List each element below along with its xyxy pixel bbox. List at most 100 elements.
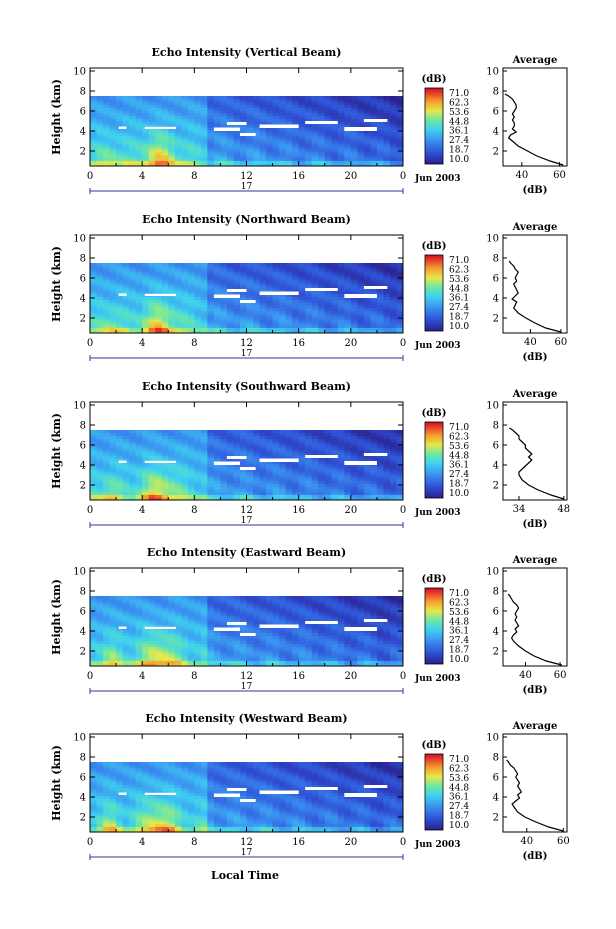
heatmap-cell xyxy=(148,444,156,448)
heatmap-cell xyxy=(389,285,397,289)
heatmap-cell xyxy=(253,107,261,111)
heatmap-cell xyxy=(318,497,326,501)
heatmap-cell xyxy=(259,663,267,667)
heatmap-cell xyxy=(279,663,287,667)
heatmap-cell xyxy=(155,635,163,639)
heatmap-cell xyxy=(370,491,378,495)
heatmap-cell xyxy=(135,140,143,145)
heatmap-cell xyxy=(389,160,397,164)
heatmap-cell xyxy=(337,472,345,476)
heatmap-cell xyxy=(285,621,293,625)
heatmap-cell xyxy=(207,654,215,659)
y-tick-label: 6 xyxy=(80,107,86,118)
heatmap-cell xyxy=(363,494,371,498)
heatmap-cell xyxy=(187,143,195,147)
heatmap-cell xyxy=(129,601,137,605)
heatmap-cell xyxy=(246,138,254,142)
heatmap-cell xyxy=(324,654,332,659)
heatmap-cell xyxy=(135,296,143,300)
heatmap-cell xyxy=(350,621,358,625)
heatmap-cell xyxy=(135,480,143,484)
heatmap-cell xyxy=(324,138,332,142)
heatmap-cell xyxy=(292,321,300,326)
heatmap-cell xyxy=(285,305,293,309)
heatmap-cell xyxy=(337,288,345,292)
x-tick-label: 0 xyxy=(400,338,406,349)
heatmap-cell xyxy=(168,474,176,479)
heatmap-cell xyxy=(311,435,319,439)
heatmap-cell xyxy=(90,455,98,459)
heatmap-cell xyxy=(148,463,156,467)
heatmap-cell xyxy=(376,288,384,292)
heatmap-cell xyxy=(311,657,319,661)
heatmap-cell xyxy=(161,632,169,636)
heatmap-cell xyxy=(370,458,378,462)
heatmap-cell xyxy=(253,324,261,328)
heatmap-cell xyxy=(187,449,195,453)
heatmap-cell xyxy=(116,660,124,664)
heatmap-cell xyxy=(207,327,215,331)
heatmap-cell xyxy=(129,129,137,133)
heatmap-cell xyxy=(292,612,300,617)
heatmap-cell xyxy=(220,285,228,289)
heatmap-cell xyxy=(116,446,124,451)
heatmap-cell xyxy=(168,629,176,633)
heatmap-cell xyxy=(357,263,365,267)
heatmap-cell xyxy=(226,449,234,453)
heatmap-cell xyxy=(109,115,117,119)
heatmap-cell xyxy=(103,302,111,306)
heatmap-cell xyxy=(292,132,300,136)
heatmap-cell xyxy=(181,299,189,303)
heatmap-cell xyxy=(246,129,254,133)
heatmap-cell xyxy=(363,615,371,619)
heatmap-cell xyxy=(253,486,261,490)
heatmap-cell xyxy=(103,598,111,603)
heatmap-cell xyxy=(148,652,156,656)
heatmap-cell xyxy=(253,277,261,281)
heatmap-cell xyxy=(272,268,280,272)
heatmap-cell xyxy=(220,157,228,161)
heatmap-cell xyxy=(311,643,319,647)
heatmap-cell xyxy=(116,118,124,122)
heatmap-cell xyxy=(96,140,104,145)
heatmap-cell xyxy=(116,629,124,633)
heatmap-cell xyxy=(194,96,202,100)
heatmap-cell xyxy=(90,112,98,117)
heatmap-cell xyxy=(90,274,98,278)
heatmap-cell xyxy=(305,643,313,647)
heatmap-cell xyxy=(194,299,202,303)
heatmap-cell xyxy=(103,626,111,631)
heatmap-cell xyxy=(174,149,182,153)
heatmap-cell xyxy=(396,313,404,317)
heatmap-cell xyxy=(161,472,169,476)
heatmap-cell xyxy=(233,265,241,270)
heatmap-cell xyxy=(311,296,319,300)
heatmap-cell xyxy=(96,313,104,317)
heatmap-cell xyxy=(298,152,306,156)
heatmap-cell xyxy=(181,660,189,664)
heatmap-cell xyxy=(246,435,254,439)
heatmap-cell xyxy=(331,319,339,323)
heatmap-cell xyxy=(129,430,137,434)
heatmap-cell xyxy=(344,124,352,128)
heatmap-cell xyxy=(181,618,189,622)
heatmap-cell xyxy=(239,654,247,659)
heatmap-cell xyxy=(246,624,254,628)
heatmap-cell xyxy=(253,305,261,309)
heatmap-cell xyxy=(174,110,182,114)
heatmap-cell xyxy=(292,438,300,442)
heatmap-cell xyxy=(103,299,111,303)
heatmap-cell xyxy=(200,107,208,111)
heatmap-cell xyxy=(161,458,169,462)
heatmap-cell xyxy=(279,629,287,633)
heatmap-cell xyxy=(103,307,111,312)
heatmap-cell xyxy=(357,444,365,448)
heatmap-cell xyxy=(174,446,182,451)
heatmap-cell xyxy=(122,140,130,145)
heatmap-cell xyxy=(285,610,293,614)
heatmap-cell xyxy=(298,126,306,131)
heatmap-cell xyxy=(148,488,156,493)
heatmap-cell xyxy=(168,121,176,125)
heatmap-cell xyxy=(90,610,98,614)
